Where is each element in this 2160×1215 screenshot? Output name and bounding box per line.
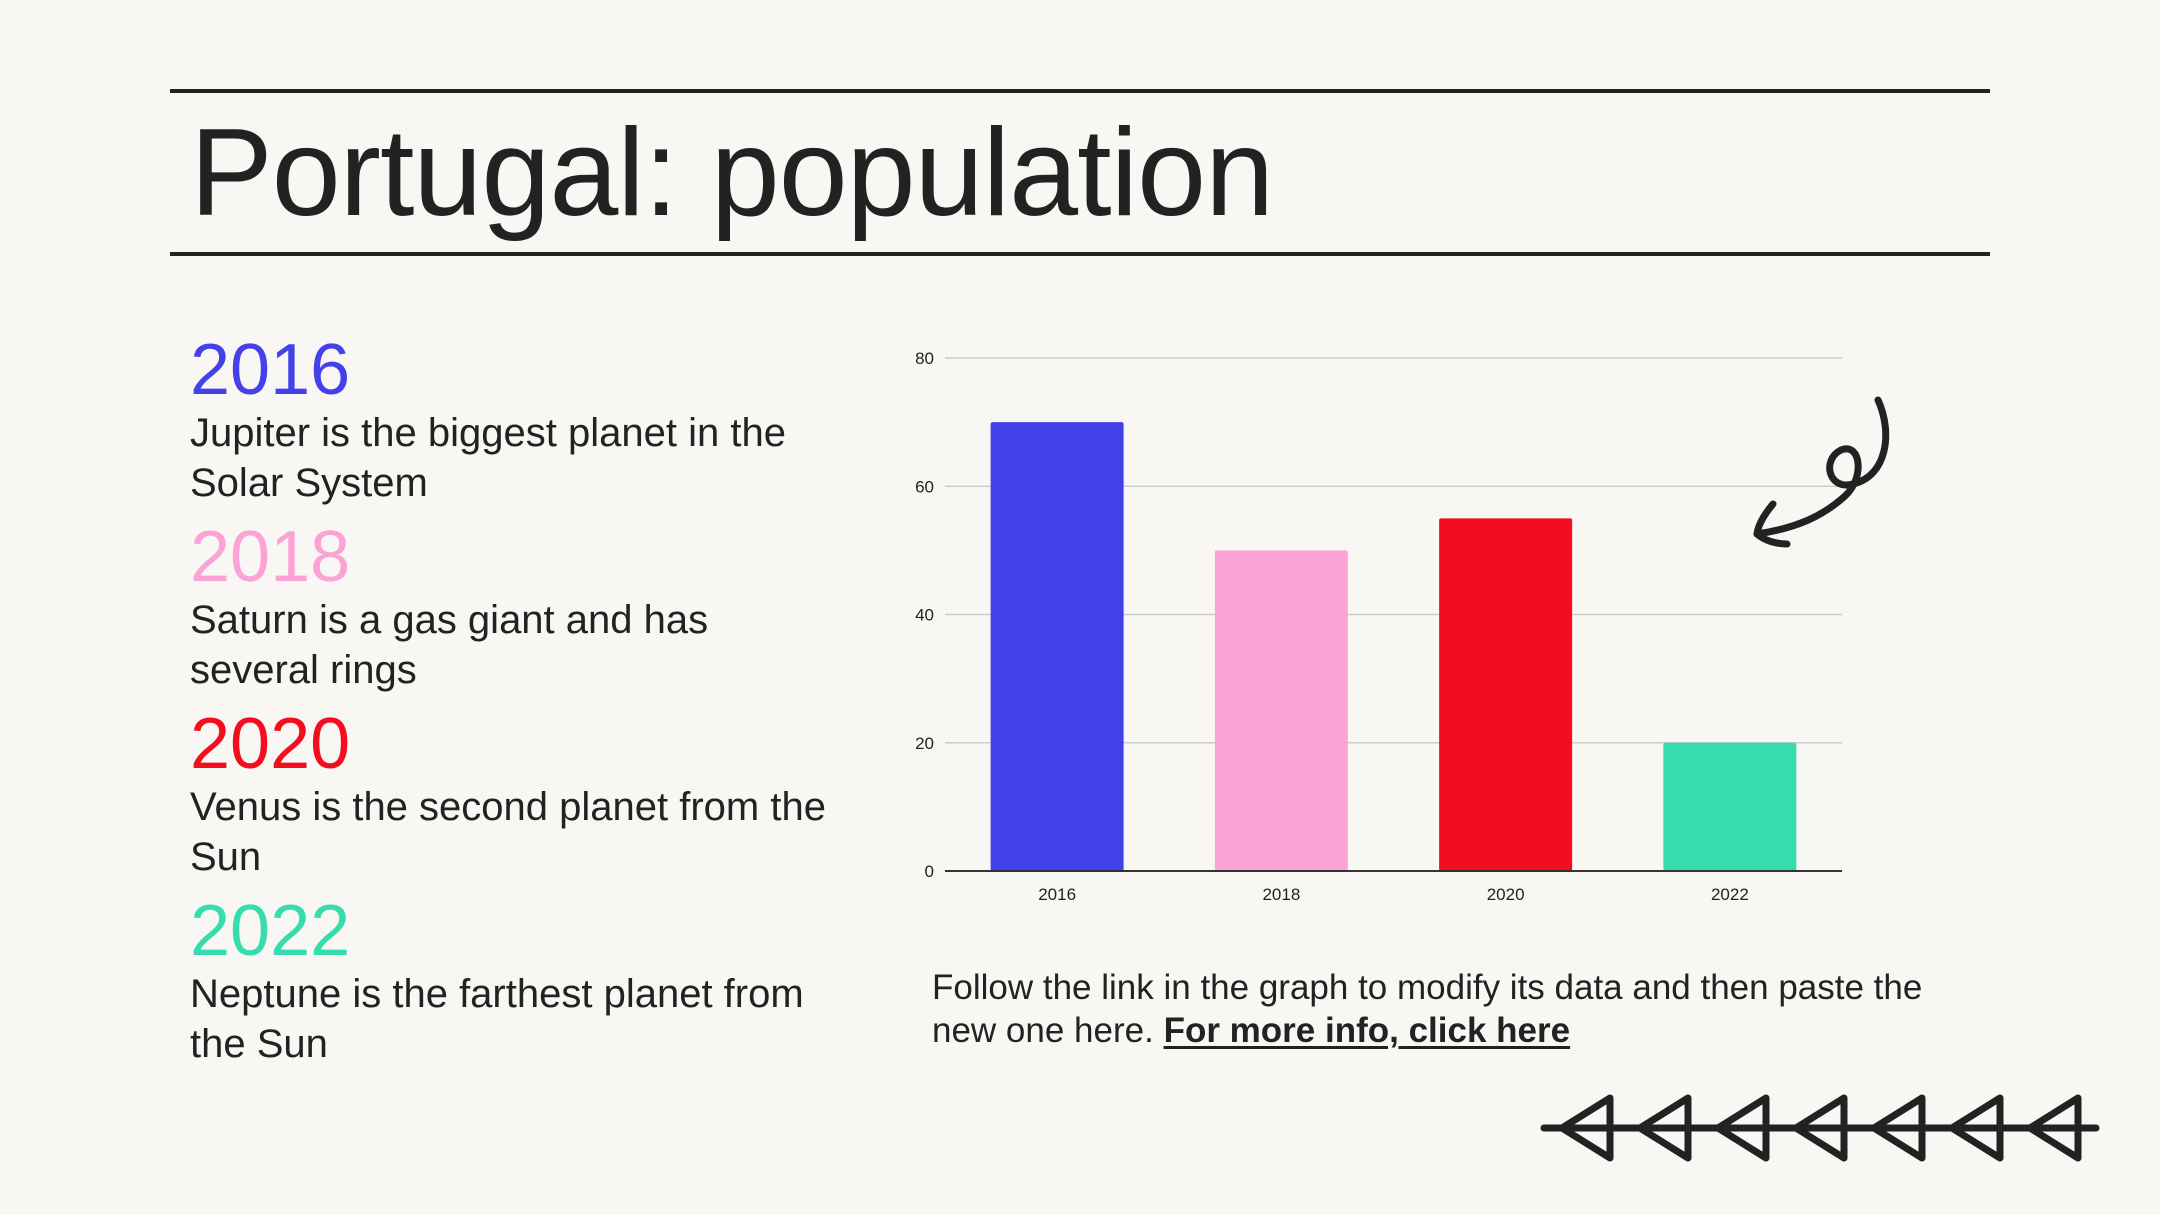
legend-entry-2016: 2016 Jupiter is the biggest planet in th… — [190, 334, 830, 508]
legend-year: 2018 — [190, 517, 351, 597]
bottom-rule — [170, 252, 1990, 256]
page-title: Portugal: population — [190, 104, 1274, 242]
legend-description: Neptune is the farthest planet from the … — [190, 972, 804, 1066]
legend-entry-2020: 2020 Venus is the second planet from the… — [190, 708, 830, 882]
legend-description: Jupiter is the biggest planet in the Sol… — [190, 411, 786, 505]
legend-year: 2020 — [190, 704, 351, 784]
legend-description: Saturn is a gas giant and has several ri… — [190, 598, 709, 692]
legend-description: Venus is the second planet from the Sun — [190, 785, 826, 879]
x-tick-label: 2020 — [1487, 885, 1525, 904]
footnote-text: Follow the link in the graph to modify i… — [932, 968, 1923, 1050]
x-tick-label: 2018 — [1262, 885, 1300, 904]
y-tick-label: 0 — [925, 862, 934, 881]
x-tick-label: 2022 — [1711, 885, 1749, 904]
bar — [1439, 518, 1573, 871]
y-tick-label: 60 — [915, 477, 934, 496]
footnote: Follow the link in the graph to modify i… — [932, 966, 1932, 1052]
x-tick-label: 2016 — [1038, 885, 1076, 904]
legend-entry-2018: 2018 Saturn is a gas giant and has sever… — [190, 521, 830, 695]
y-tick-label: 40 — [915, 606, 934, 625]
bar-chart[interactable]: 0 20 40 60 80 2016 2018 2020 2022 — [900, 340, 1860, 920]
y-tick-label: 80 — [915, 349, 934, 368]
left-arrow-chain-icon — [1540, 1094, 2100, 1162]
bar — [990, 422, 1124, 871]
bar — [1663, 742, 1797, 871]
curly-arrow-icon — [1753, 396, 1890, 548]
legend-year: 2016 — [190, 330, 351, 410]
bar — [1214, 550, 1348, 871]
more-info-link[interactable]: For more info, click here — [1163, 1011, 1571, 1050]
legend-year: 2022 — [190, 891, 351, 971]
top-rule — [170, 89, 1990, 93]
y-tick-label: 20 — [915, 734, 934, 753]
legend-entry-2022: 2022 Neptune is the farthest planet from… — [190, 895, 830, 1069]
